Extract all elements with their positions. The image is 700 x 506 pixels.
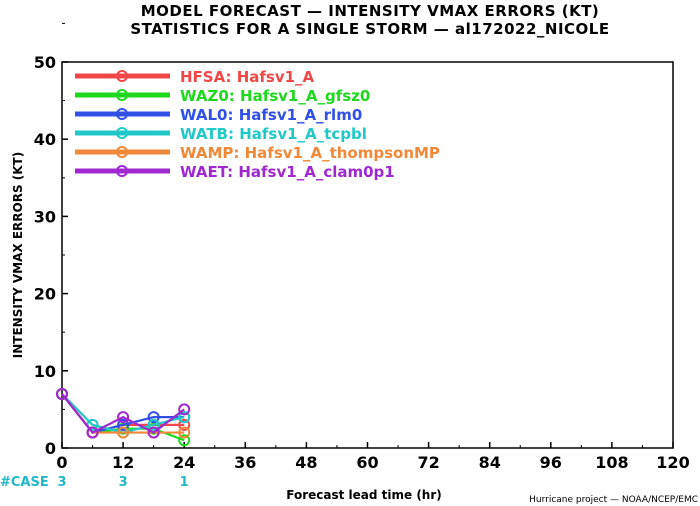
data-point (56, 387, 68, 400)
y-tick-label: 40 (34, 130, 56, 149)
y-tick-label: 10 (34, 362, 56, 381)
data-point (178, 411, 191, 424)
x-tick-label: 24 (173, 453, 195, 472)
x-tick-label: 60 (356, 453, 378, 472)
data-point (86, 426, 99, 439)
x-tick-label: 0 (56, 453, 67, 472)
y-tick-label: 0 (45, 439, 56, 458)
series-line (61, 393, 185, 434)
x-tick-label: 72 (417, 453, 439, 472)
data-point (178, 434, 191, 447)
legend-swatch-marker (116, 165, 128, 177)
legend-entry-label: WATB: Hafsv1_A_tcpbl (180, 125, 367, 143)
legend-entry-label: HFSA: Hafsv1_A (180, 68, 315, 86)
x-tick-label: 108 (595, 453, 628, 472)
x-tick-label: 84 (479, 453, 501, 472)
legend-swatch-marker (116, 108, 128, 120)
x-tick-label: 12 (112, 453, 134, 472)
case-count: 3 (57, 475, 66, 490)
data-point (117, 411, 130, 424)
chart-subtitle: STATISTICS FOR A SINGLE STORM — al172022… (130, 20, 609, 38)
legend-swatch-marker (116, 89, 128, 101)
data-point (117, 426, 130, 439)
data-point (117, 418, 130, 431)
x-tick-label: 120 (656, 453, 689, 472)
data-point (178, 418, 191, 431)
x-axis: 0 12 24 36 48 60 72 84 96 108 120 (56, 442, 690, 472)
y-tick-label: 30 (34, 207, 56, 226)
series-layer (56, 387, 191, 447)
x-tick-label: 36 (234, 453, 256, 472)
legend-entry-label: WAZ0: Hafsv1_A_gfsz0 (180, 87, 370, 105)
x-tick-label: 48 (295, 453, 317, 472)
case-count: 1 (180, 475, 189, 490)
legend-entry-label: WAL0: Hafsv1_A_rlm0 (180, 106, 362, 124)
data-point (178, 403, 191, 416)
data-point (147, 411, 160, 424)
case-label: #CASE (0, 475, 49, 490)
x-axis-label: Forecast lead time (hr) (286, 488, 442, 502)
data-point (178, 426, 191, 439)
x-tick-label: 96 (540, 453, 562, 472)
y-axis: 0 10 20 30 40 50 (34, 22, 68, 458)
data-point (147, 426, 160, 439)
legend-entry-label: WAMP: Hafsv1_A_thompsonMP (180, 144, 440, 162)
legend-entry-label: WAET: Hafsv1_A_clam0p1 (180, 163, 395, 181)
y-tick-label: 20 (34, 285, 56, 304)
legend-swatch-marker (116, 127, 128, 139)
case-count: 3 (119, 475, 128, 490)
y-tick-label: 50 (34, 53, 56, 72)
legend-swatch-marker (116, 146, 128, 158)
legend-swatch-marker (116, 70, 128, 82)
data-point (147, 418, 160, 431)
case-count-row: #CASE 3 3 1 (0, 475, 189, 490)
plot-area-frame (61, 61, 674, 449)
series-5 (56, 387, 191, 439)
chart-title: MODEL FORECAST — INTENSITY VMAX ERRORS (… (141, 2, 600, 20)
y-axis-label: INTENSITY VMAX ERRORS (KT) (11, 152, 25, 358)
credit-text: Hurricane project — NOAA/NCEP/EMC (529, 495, 698, 505)
data-point (117, 422, 130, 435)
